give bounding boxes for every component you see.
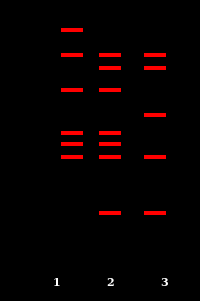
FancyBboxPatch shape — [144, 155, 166, 159]
Text: 1: 1 — [52, 278, 60, 288]
Text: 2: 2 — [106, 278, 114, 288]
FancyBboxPatch shape — [99, 131, 121, 135]
FancyBboxPatch shape — [61, 53, 83, 57]
FancyBboxPatch shape — [61, 142, 83, 146]
FancyBboxPatch shape — [99, 211, 121, 215]
FancyBboxPatch shape — [61, 88, 83, 92]
FancyBboxPatch shape — [99, 88, 121, 92]
FancyBboxPatch shape — [61, 131, 83, 135]
FancyBboxPatch shape — [99, 142, 121, 146]
FancyBboxPatch shape — [144, 211, 166, 215]
FancyBboxPatch shape — [144, 113, 166, 117]
FancyBboxPatch shape — [99, 53, 121, 57]
FancyBboxPatch shape — [99, 155, 121, 159]
FancyBboxPatch shape — [61, 28, 83, 32]
FancyBboxPatch shape — [144, 53, 166, 57]
Text: 3: 3 — [160, 278, 168, 288]
FancyBboxPatch shape — [99, 66, 121, 70]
FancyBboxPatch shape — [144, 66, 166, 70]
FancyBboxPatch shape — [61, 155, 83, 159]
